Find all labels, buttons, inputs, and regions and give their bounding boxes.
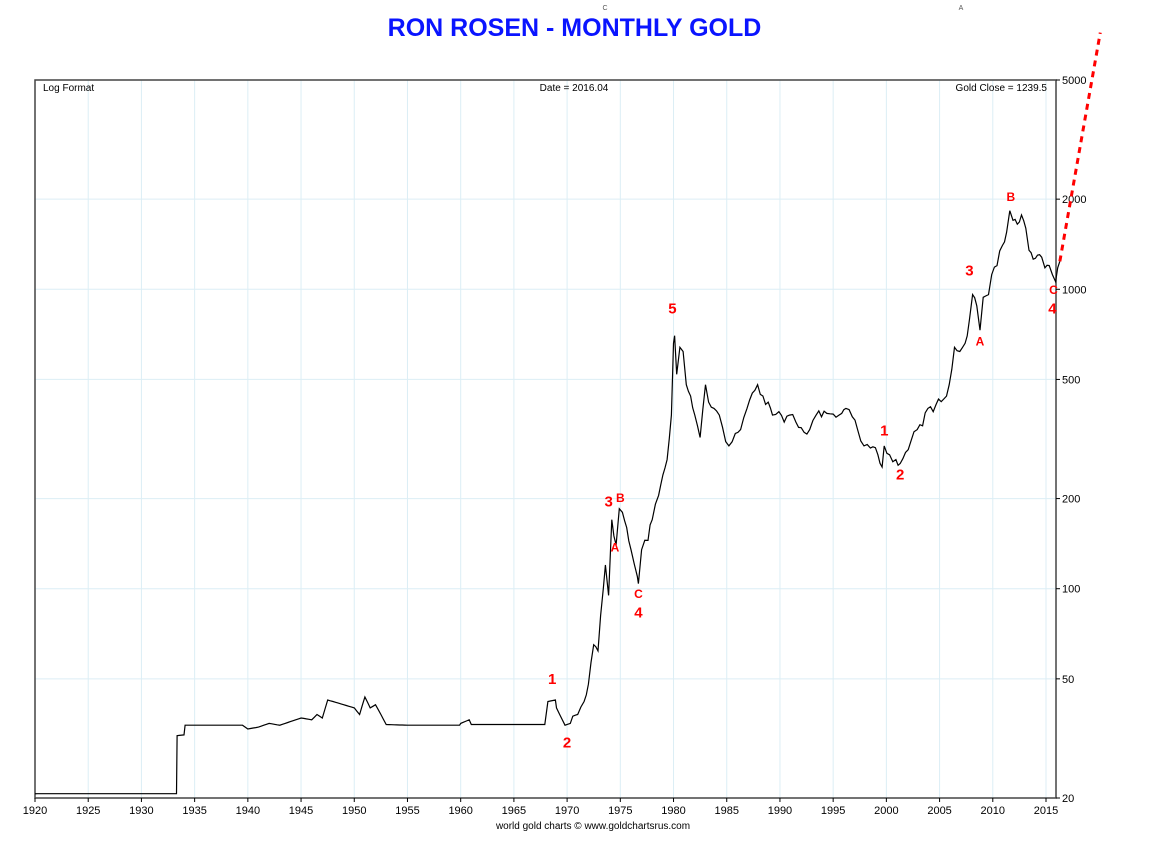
wave-label: 4 bbox=[1048, 301, 1057, 318]
wave-label: A bbox=[976, 334, 985, 348]
wave-label: A bbox=[611, 541, 620, 555]
wave-label: C bbox=[1049, 283, 1058, 297]
wave-label: 3 bbox=[965, 263, 973, 280]
y-tick-label: 50 bbox=[1062, 674, 1074, 686]
wave-label: 1 bbox=[548, 671, 556, 688]
wave-label: 1 bbox=[880, 422, 888, 439]
wave-label: B bbox=[616, 491, 625, 505]
header-left: Log Format bbox=[43, 83, 94, 94]
y-tick-label: 100 bbox=[1062, 584, 1080, 596]
header-center: Date = 2016.04 bbox=[540, 83, 609, 94]
wave-label: 2 bbox=[896, 466, 904, 483]
gold-price-line bbox=[34, 210, 1061, 795]
x-tick-label: 2000 bbox=[874, 805, 898, 817]
x-tick-label: 1935 bbox=[182, 805, 206, 817]
x-tick-label: 1995 bbox=[821, 805, 845, 817]
x-tick-label: 1980 bbox=[661, 805, 685, 817]
plot-frame bbox=[34, 79, 1057, 799]
chart-title: RON ROSEN - MONTHLY GOLD bbox=[387, 14, 762, 42]
x-tick-label: 1960 bbox=[448, 805, 472, 817]
x-tick-label: 1965 bbox=[502, 805, 526, 817]
x-tick-label: 1970 bbox=[555, 805, 579, 817]
wave-label: 5 bbox=[668, 301, 676, 318]
wave-label: 4 bbox=[634, 605, 643, 622]
x-tick-label: 1985 bbox=[714, 805, 738, 817]
x-tick-label: 1930 bbox=[129, 805, 153, 817]
y-tick-label: 2000 bbox=[1062, 194, 1086, 206]
wave-label: 3 bbox=[604, 494, 612, 511]
x-tick-label: 1920 bbox=[23, 805, 47, 817]
projection-line bbox=[1058, 32, 1102, 262]
x-tick-label: 1950 bbox=[342, 805, 366, 817]
x-tick-label: 2005 bbox=[927, 805, 951, 817]
header-right: Gold Close = 1239.5 bbox=[956, 83, 1048, 94]
y-tick-label: 1000 bbox=[1062, 284, 1086, 296]
x-tick-label: 2010 bbox=[981, 805, 1005, 817]
wave-label: 2 bbox=[563, 734, 571, 751]
wave-label: C bbox=[634, 587, 643, 601]
y-tick-label: 500 bbox=[1062, 374, 1080, 386]
x-tick-label: 1990 bbox=[768, 805, 792, 817]
top-mark-a: A bbox=[959, 5, 964, 12]
x-tick-label: 1945 bbox=[289, 805, 313, 817]
x-tick-label: 1955 bbox=[395, 805, 419, 817]
y-tick-label: 200 bbox=[1062, 494, 1080, 506]
x-tick-label: 1940 bbox=[236, 805, 260, 817]
wave-label: B bbox=[1007, 190, 1016, 204]
footer-credit: world gold charts © www.goldchartsrus.co… bbox=[495, 821, 690, 832]
y-tick-label: 5000 bbox=[1062, 75, 1086, 87]
x-tick-label: 1975 bbox=[608, 805, 632, 817]
y-tick-label: 20 bbox=[1062, 793, 1074, 805]
x-tick-label: 2015 bbox=[1034, 805, 1058, 817]
top-mark-c: C bbox=[602, 5, 607, 12]
x-tick-label: 1925 bbox=[76, 805, 100, 817]
